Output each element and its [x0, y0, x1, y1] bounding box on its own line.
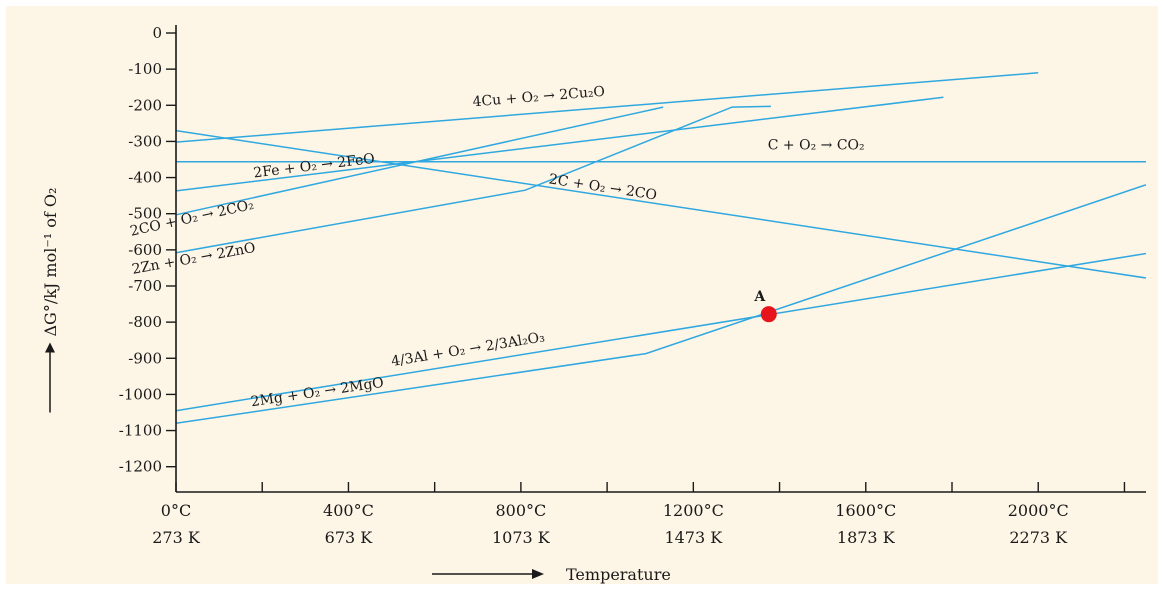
y-axis-arrow-head	[45, 342, 55, 353]
x-tick-kelvin: 673 K	[325, 528, 374, 547]
series-label-7: 2Mg + O₂ → 2MgO	[250, 375, 385, 411]
x-axis-arrow-head	[532, 569, 544, 579]
series-line-0	[175, 72, 1039, 143]
series-label-2: C + O₂ → CO₂	[768, 138, 865, 154]
series-label-text: 2C + O₂ → 2CO	[548, 171, 658, 203]
y-tick-label: -200	[128, 96, 162, 114]
series-label-1: 2Fe + O₂ → 2FeO	[253, 151, 376, 182]
series-label-text: 2Mg + O₂ → 2MgO	[250, 375, 385, 411]
x-tick-celsius: 1200°C	[663, 501, 724, 520]
series-line-5	[175, 129, 1147, 279]
y-axis-title-text: ΔG°/kJ mol⁻¹ of O₂	[41, 188, 60, 337]
x-axis-title: Temperature	[432, 565, 671, 584]
chart-panel	[6, 6, 1158, 584]
series-label-text: 4Cu + O₂ → 2Cu₂O	[472, 84, 606, 111]
series-line-6	[175, 252, 1147, 412]
x-tick-kelvin: 1473 K	[664, 528, 723, 547]
series-line-7	[175, 184, 1147, 425]
y-tick-label: -800	[128, 313, 162, 331]
point-a-marker	[760, 306, 777, 323]
y-axis-title: ΔG°/kJ mol⁻¹ of O₂	[41, 188, 60, 413]
series-line-1	[175, 96, 944, 192]
x-tick-kelvin: 273 K	[152, 528, 201, 547]
y-tick-label: -100	[128, 60, 162, 78]
x-tick-celsius: 400°C	[323, 501, 374, 520]
y-tick-label: -400	[128, 169, 162, 187]
point-a-label: A	[753, 289, 766, 305]
y-tick-label: -1000	[119, 385, 162, 403]
series-line-4	[175, 105, 771, 254]
series-label-5: 2C + O₂ → 2CO	[548, 171, 658, 203]
series-label-text: 2Fe + O₂ → 2FeO	[253, 151, 376, 182]
x-tick-kelvin: 1873 K	[837, 528, 896, 547]
x-axis-title-text: Temperature	[566, 565, 671, 584]
x-tick-celsius: 2000°C	[1008, 501, 1069, 520]
x-tick-kelvin: 2273 K	[1009, 528, 1068, 547]
series-label-text: C + O₂ → CO₂	[768, 138, 865, 154]
y-tick-label: -600	[128, 241, 162, 259]
y-tick-label: -1100	[119, 422, 162, 440]
series-label-0: 4Cu + O₂ → 2Cu₂O	[472, 84, 606, 111]
x-tick-kelvin: 1073 K	[492, 528, 551, 547]
y-tick-label: -900	[128, 349, 162, 367]
y-tick-label: 0	[152, 24, 162, 42]
x-tick-celsius: 1600°C	[835, 501, 896, 520]
y-tick-label: -300	[128, 132, 162, 150]
y-tick-label: -1200	[119, 458, 162, 476]
y-tick-label: -700	[128, 277, 162, 295]
y-tick-label: -500	[128, 205, 162, 223]
x-tick-celsius: 800°C	[495, 501, 546, 520]
series-line-3	[175, 106, 664, 216]
x-tick-celsius: 0°C	[161, 501, 191, 520]
